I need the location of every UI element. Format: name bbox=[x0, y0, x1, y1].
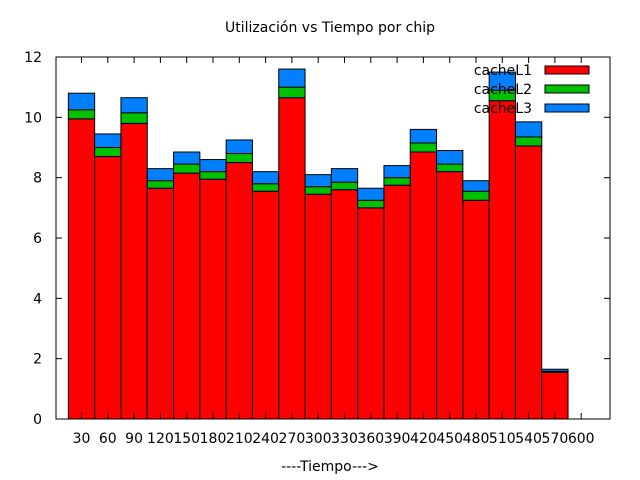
bar-cacheL2-150 bbox=[173, 163, 201, 174]
y-tick-label: 8 bbox=[33, 171, 42, 187]
y-tick-label: 0 bbox=[33, 412, 42, 428]
bar-cacheL1-510 bbox=[488, 100, 516, 420]
bar-cacheL3-330 bbox=[330, 168, 359, 183]
x-tick-label: 540 bbox=[515, 431, 542, 447]
bar-cacheL3-360 bbox=[357, 187, 385, 201]
bar-cacheL1-60 bbox=[94, 156, 122, 420]
bar-cacheL1-270 bbox=[278, 97, 306, 420]
bar-cacheL2-330 bbox=[330, 181, 359, 191]
bar-cacheL2-90 bbox=[120, 112, 148, 124]
bars-group bbox=[67, 68, 569, 420]
x-tick-label: 90 bbox=[125, 431, 143, 447]
x-tick-label: 600 bbox=[568, 431, 595, 447]
bar-cacheL3-480 bbox=[462, 180, 490, 192]
bar-cacheL2-450 bbox=[436, 163, 464, 173]
bar-cacheL3-540 bbox=[514, 121, 543, 138]
bar-cacheL1-90 bbox=[120, 122, 148, 420]
bar-cacheL3-270 bbox=[278, 68, 306, 88]
bar-cacheL1-240 bbox=[251, 190, 280, 420]
bar-cacheL1-450 bbox=[436, 171, 464, 420]
y-tick-label: 2 bbox=[33, 352, 42, 368]
bar-cacheL3-450 bbox=[436, 150, 464, 165]
chart-title: Utilización vs Tiempo por chip bbox=[225, 20, 435, 36]
x-tick-label: 240 bbox=[252, 431, 279, 447]
bar-cacheL1-360 bbox=[357, 207, 385, 420]
bar-cacheL1-180 bbox=[199, 178, 227, 420]
bar-cacheL1-420 bbox=[409, 151, 438, 420]
bar-cacheL2-420 bbox=[409, 142, 438, 153]
bar-cacheL1-330 bbox=[330, 189, 359, 420]
bar-cacheL2-210 bbox=[225, 153, 253, 164]
bar-cacheL3-120 bbox=[146, 168, 175, 182]
bar-cacheL1-30 bbox=[67, 118, 96, 420]
x-tick-label: 420 bbox=[410, 431, 437, 447]
legend-label-cacheL1: cacheL1 bbox=[474, 63, 532, 79]
bar-cacheL1-480 bbox=[462, 199, 490, 420]
bar-cacheL2-60 bbox=[94, 147, 122, 158]
x-tick-label: 270 bbox=[279, 431, 306, 447]
y-tick-label: 4 bbox=[33, 291, 42, 307]
bar-cacheL2-240 bbox=[251, 183, 280, 192]
bar-cacheL1-150 bbox=[173, 172, 201, 420]
x-axis: 30 60 90 120 150 180 210 240 270 300 330 360 390 420 4… bbox=[73, 57, 595, 447]
x-tick-label: 300 bbox=[305, 431, 332, 447]
legend: cacheL1 cacheL2 cacheL3 bbox=[474, 63, 590, 117]
x-tick-label: 510 bbox=[489, 431, 516, 447]
bar-cacheL3-420 bbox=[409, 128, 438, 144]
x-tick-label: 120 bbox=[147, 431, 174, 447]
bar-cacheL3-390 bbox=[383, 165, 411, 179]
bar-cacheL3-150 bbox=[173, 151, 201, 165]
bar-cacheL1-300 bbox=[304, 193, 332, 420]
bar-cacheL1-210 bbox=[225, 162, 253, 420]
x-tick-label: 450 bbox=[436, 431, 463, 447]
bar-cacheL3-180 bbox=[199, 159, 227, 173]
bar-cacheL3-60 bbox=[94, 133, 122, 149]
y-tick-label: 10 bbox=[24, 110, 42, 126]
bar-cacheL3-210 bbox=[225, 139, 253, 155]
x-tick-label: 570 bbox=[542, 431, 569, 447]
bar-cacheL2-30 bbox=[67, 109, 96, 120]
legend-swatch-cacheL2 bbox=[544, 84, 590, 94]
bar-cacheL3-300 bbox=[304, 174, 332, 188]
x-tick-label: 480 bbox=[463, 431, 490, 447]
legend-swatch-cacheL1 bbox=[544, 65, 590, 75]
legend-label-cacheL2: cacheL2 bbox=[474, 82, 532, 98]
bar-cacheL2-120 bbox=[146, 180, 175, 189]
bar-cacheL2-360 bbox=[357, 199, 385, 209]
x-tick-label: 30 bbox=[73, 431, 91, 447]
y-tick-label: 6 bbox=[33, 231, 42, 247]
x-axis-label: ----Tiempo---> bbox=[281, 459, 379, 475]
bar-cacheL3-240 bbox=[251, 171, 280, 185]
x-tick-label: 150 bbox=[173, 431, 200, 447]
bar-cacheL2-390 bbox=[383, 177, 411, 186]
legend-swatch-cacheL3 bbox=[544, 103, 590, 113]
bar-cacheL2-300 bbox=[304, 186, 332, 195]
x-tick-label: 360 bbox=[357, 431, 384, 447]
bar-cacheL2-540 bbox=[514, 136, 543, 147]
x-tick-label: 330 bbox=[331, 431, 358, 447]
bar-cacheL3-510 bbox=[488, 71, 516, 91]
bar-cacheL3-30 bbox=[67, 92, 96, 111]
bar-cacheL2-180 bbox=[199, 171, 227, 180]
x-tick-label: 210 bbox=[226, 431, 253, 447]
y-tick-label: 12 bbox=[24, 50, 42, 66]
x-tick-label: 390 bbox=[384, 431, 411, 447]
bar-cacheL3-90 bbox=[120, 97, 148, 114]
bar-cacheL2-270 bbox=[278, 86, 306, 99]
bar-cacheL2-480 bbox=[462, 190, 490, 201]
legend-label-cacheL3: cacheL3 bbox=[474, 101, 532, 117]
bar-cacheL1-120 bbox=[146, 187, 175, 420]
x-tick-label: 60 bbox=[99, 431, 117, 447]
bar-cacheL3-570 bbox=[541, 368, 569, 372]
bar-cacheL1-390 bbox=[383, 184, 411, 420]
bar-cacheL1-570 bbox=[541, 371, 569, 420]
bar-cacheL1-540 bbox=[514, 145, 543, 420]
x-tick-label: 180 bbox=[200, 431, 227, 447]
y-axis: 0 2 4 6 8 10 12 bbox=[24, 50, 610, 428]
